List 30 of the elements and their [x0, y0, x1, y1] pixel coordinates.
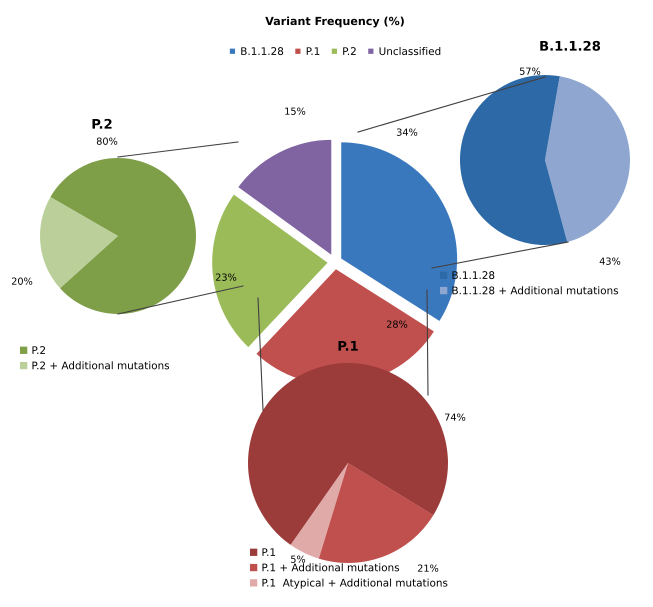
legend-label: B.1.1.28	[241, 47, 284, 56]
data-label: 23%	[216, 273, 236, 281]
data-label: 21%	[418, 564, 438, 572]
data-label: 57%	[520, 67, 540, 75]
pie-slice	[40, 197, 118, 288]
legend-label: P.2	[32, 346, 46, 354]
chart-title: Variant Frequency (%)	[265, 16, 404, 28]
pie-slice	[318, 463, 434, 563]
chart-title: P.1	[338, 341, 358, 351]
pie-slice	[460, 75, 568, 245]
chart-title: P.2	[92, 118, 112, 129]
legend-label: P.1	[262, 548, 276, 556]
data-label: 43%	[600, 257, 620, 265]
legend-label: P.1 Atypical + Additional mutations	[262, 578, 448, 589]
legend-label: P.1 + Additional mutations	[262, 563, 400, 572]
data-label: 5%	[291, 555, 306, 563]
data-label: 20%	[12, 277, 32, 285]
legend-label: P.2	[343, 47, 356, 55]
legend-label: P.1	[306, 47, 320, 55]
data-label: 80%	[96, 137, 118, 145]
data-label: 34%	[396, 128, 418, 136]
data-label: 28%	[386, 320, 408, 328]
legend-label: P.2 + Additional mutations	[32, 361, 170, 370]
data-label: 74%	[444, 413, 466, 421]
chart-title: B.1.1.28	[540, 40, 600, 51]
legend-label: Unclassified	[380, 47, 440, 56]
data-label: 15%	[285, 107, 306, 115]
pie-slice	[545, 76, 630, 242]
pie-slice	[50, 158, 196, 314]
legend-label: B.1.1.28 + Additional mutations	[452, 286, 618, 294]
